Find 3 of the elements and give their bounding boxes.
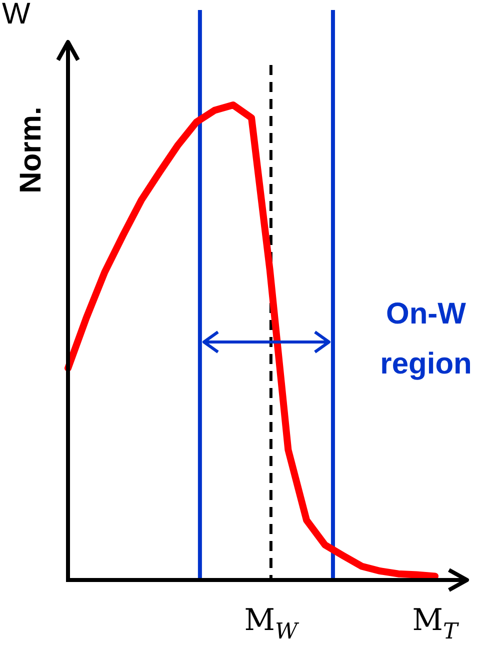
annotation: On-W region <box>380 297 472 380</box>
y-axis-title: Norm. <box>14 106 48 194</box>
chart-title: W <box>2 0 31 30</box>
